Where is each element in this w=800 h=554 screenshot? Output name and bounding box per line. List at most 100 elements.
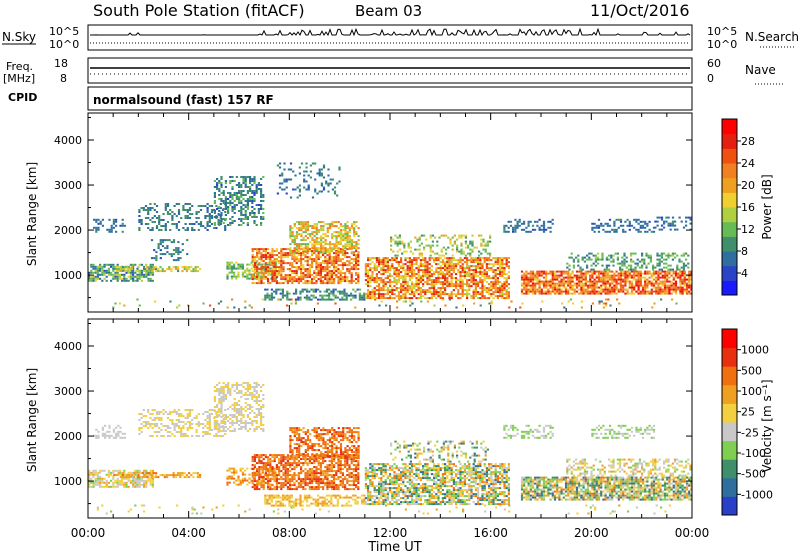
scatter-cell [633,284,636,287]
scatter-cell [479,269,482,272]
scatter-cell [322,227,325,230]
scatter-cell [542,228,546,231]
scatter-cell [231,216,234,218]
scatter-cell [677,276,680,279]
scatter-cell [466,261,469,264]
scatter-cell [582,286,585,289]
scatter-cell [674,282,678,285]
scatter-cell [408,279,411,282]
scatter-cell [206,223,209,225]
scatter-cell [107,473,110,476]
scatter-cell [199,225,203,227]
scatter-cell [348,270,351,273]
scatter-cell [337,241,340,244]
scatter-cell [512,228,515,231]
scatter-cell [637,230,640,233]
scatter-cell [422,259,425,262]
scatter-cell [597,256,600,259]
scatter-cell [466,259,469,262]
scatter-cell [264,270,267,273]
scatter-cell [115,218,118,221]
scatter-cell [350,268,353,271]
scatter-cell [450,265,453,268]
scatter-cell [337,233,340,236]
scatter-cell [304,231,307,234]
scatter-cell [452,271,455,274]
scatter-cell [118,273,121,276]
scatter-cell [409,300,412,303]
scatter-cell [313,260,316,263]
scatter-cell [536,276,539,279]
scatter-cell [551,222,554,225]
scatter-cell [144,268,147,271]
scatter-cell [549,282,552,285]
scatter-cell [648,270,651,273]
scatter-cell [306,233,310,236]
scatter-cell [652,278,656,281]
scatter-cell [384,271,387,274]
scatter-cell [558,282,561,285]
scatter-cell [424,263,427,266]
scatter-cell [275,292,278,295]
scatter-cell [244,275,247,278]
scatter-cell [143,504,146,507]
scatter-cell [426,275,429,278]
scatter-cell [101,479,104,482]
scatter-cell [663,278,667,281]
scatter-cell [303,178,306,181]
scatter-cell [117,266,120,269]
scatter-cell [264,278,267,281]
scatter-cell [229,180,232,182]
scatter-cell [277,288,280,291]
scatter-cell [196,266,199,269]
scatter-cell [309,225,312,228]
scatter-cell [616,252,619,255]
scatter-cell [572,264,575,267]
scatter-cell [450,257,453,260]
scatter-cell [471,250,474,253]
scatter-cell [601,252,604,255]
scatter-cell [591,292,594,295]
scatter-cell [306,227,310,230]
scatter-cell [322,241,325,244]
scatter-cell [406,291,409,294]
scatter-cell [134,479,137,482]
scatter-cell [159,253,162,256]
scatter-cell [259,263,262,266]
scatter-cell [633,226,636,229]
colorbar-tick-label: 16 [741,201,755,214]
scatter-cell [606,280,609,283]
scatter-cell [309,164,312,167]
scatter-cell [364,283,367,286]
scatter-cell [94,471,97,474]
scatter-cell [235,196,238,198]
scatter-cell [342,235,345,238]
scatter-cell [389,259,392,262]
scatter-cell [96,475,99,478]
scatter-cell [525,276,528,279]
scatter-cell [115,426,118,429]
scatter-cell [315,247,318,250]
scatter-cell [656,254,659,257]
scatter-cell [251,210,254,212]
scatter-cell [110,471,113,474]
scatter-cell [462,508,465,511]
scatter-cell [483,285,486,288]
scatter-cell [344,264,347,267]
scatter-cell [644,272,647,275]
scatter-cell [183,266,186,269]
scatter-cell [330,298,333,301]
scatter-cell [542,230,546,233]
scatter-cell [663,292,667,295]
scatter-cell [403,242,406,245]
scatter-cell [408,263,411,266]
scatter-cell [683,290,686,293]
scatter-cell [328,258,331,261]
scatter-cell [520,276,524,279]
scatter-cell [415,279,418,282]
scatter-cell [260,274,263,277]
scatter-cell [581,268,584,271]
scatter-cell [95,428,98,431]
scatter-cell [426,283,429,286]
scatter-cell [615,228,618,231]
